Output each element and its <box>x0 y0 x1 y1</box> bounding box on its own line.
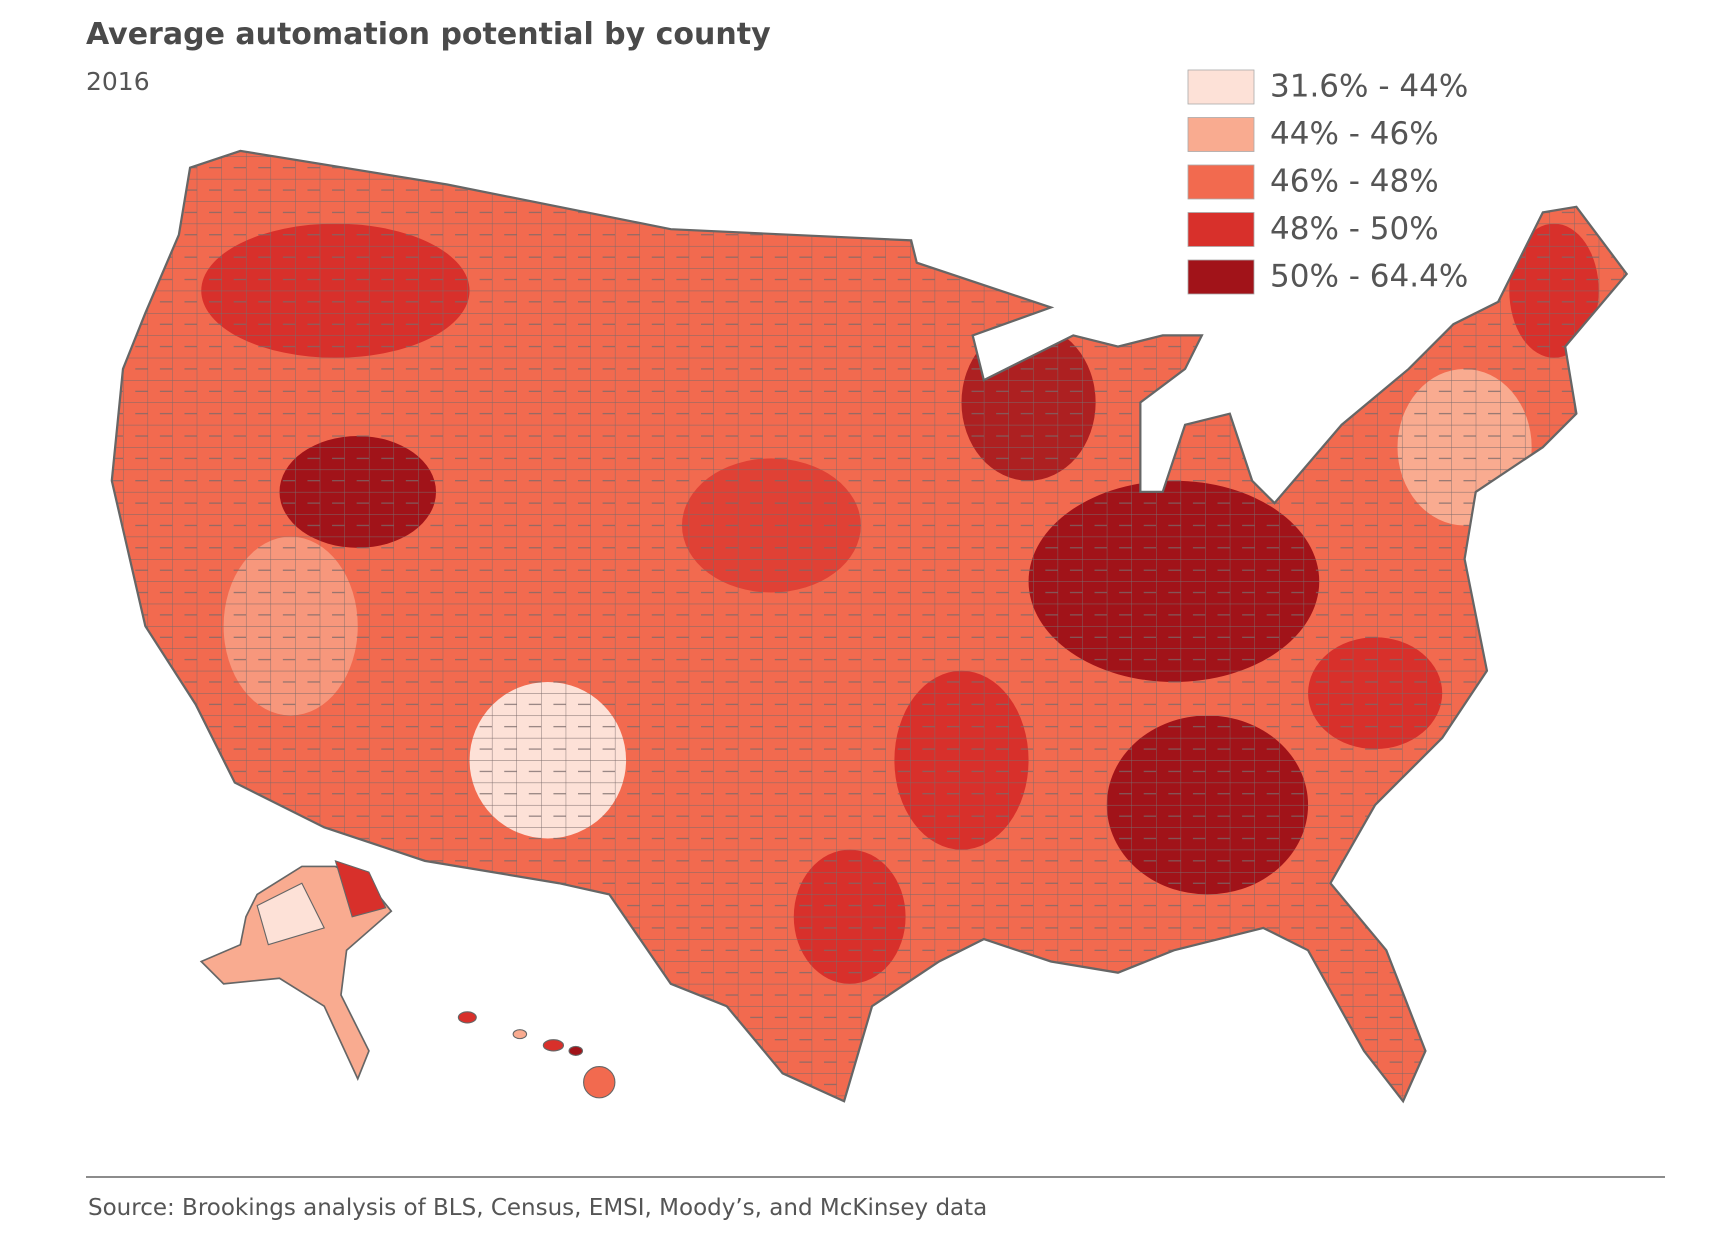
legend-swatch <box>1187 212 1255 247</box>
legend-label: 46% - 48% <box>1270 164 1439 200</box>
title: Average automation potential by county <box>86 17 771 52</box>
subtitle: 2016 <box>86 67 150 96</box>
legend-label: 31.6% - 44% <box>1270 69 1468 105</box>
legend-swatch <box>1187 69 1255 105</box>
legend-swatch <box>1187 259 1255 295</box>
legend-swatch <box>1187 164 1255 200</box>
legend: 31.6% - 44% 44% - 46% 46% - 48% 48% - 50% 50… <box>1187 69 1468 295</box>
source: Source: Brookings analysis of BLS, Censu… <box>88 1195 987 1221</box>
hawaii <box>457 1011 616 1099</box>
legend-label: 48% - 50% <box>1270 211 1439 247</box>
legend-swatch <box>1187 117 1255 152</box>
legend-label: 50% - 64.4% <box>1270 259 1468 295</box>
legend-label: 44% - 46% <box>1270 116 1439 152</box>
